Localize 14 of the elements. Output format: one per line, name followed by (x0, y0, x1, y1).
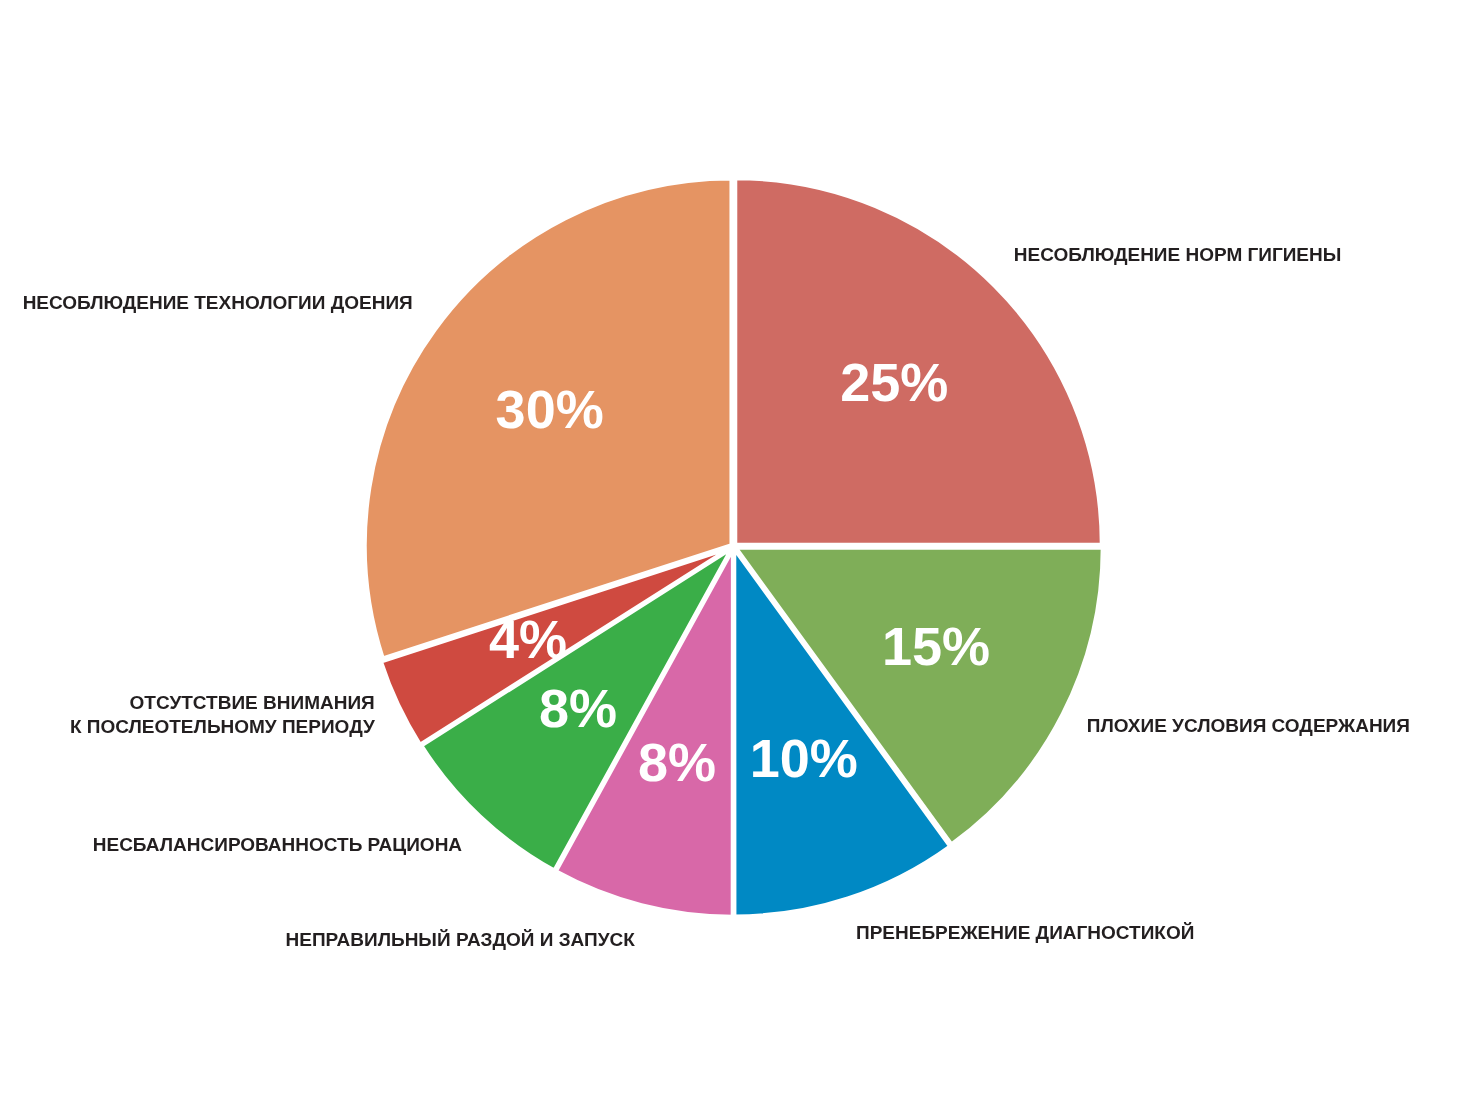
data-label: 8% (538, 678, 617, 739)
slice-label: НЕСОБЛЮДЕНИЕ ТЕХНОЛОГИИ ДОЕНИЯ (22, 291, 413, 313)
data-label: 30% (495, 378, 604, 439)
slice-label: НЕПРАВИЛЬНЫЙ РАЗДОЙ И ЗАПУСК (285, 928, 636, 950)
data-label: 4% (488, 609, 567, 670)
data-label: 25% (840, 351, 949, 412)
slice-label: ПЛОХИЕ УСЛОВИЯ СОДЕРЖАНИЯ (1086, 714, 1410, 736)
slice-label: ОТСУТСТВИЕ ВНИМАНИЯ К ПОСЛЕОТЕЛЬНОМУ ПЕРИОДУ (69, 691, 375, 737)
data-label: 10% (749, 728, 858, 789)
slice-label: ПРЕНЕБРЕЖЕНИЕ ДИАГНОСТИКОЙ (856, 921, 1195, 943)
slice-label: НЕСБАЛАНСИРОВАННОСТЬ РАЦИОНА (92, 833, 463, 855)
slice-label: НЕСОБЛЮДЕНИЕ НОРМ ГИГИЕНЫ (1013, 244, 1342, 266)
data-label: 15% (881, 615, 991, 676)
data-label: 8% (637, 732, 717, 793)
